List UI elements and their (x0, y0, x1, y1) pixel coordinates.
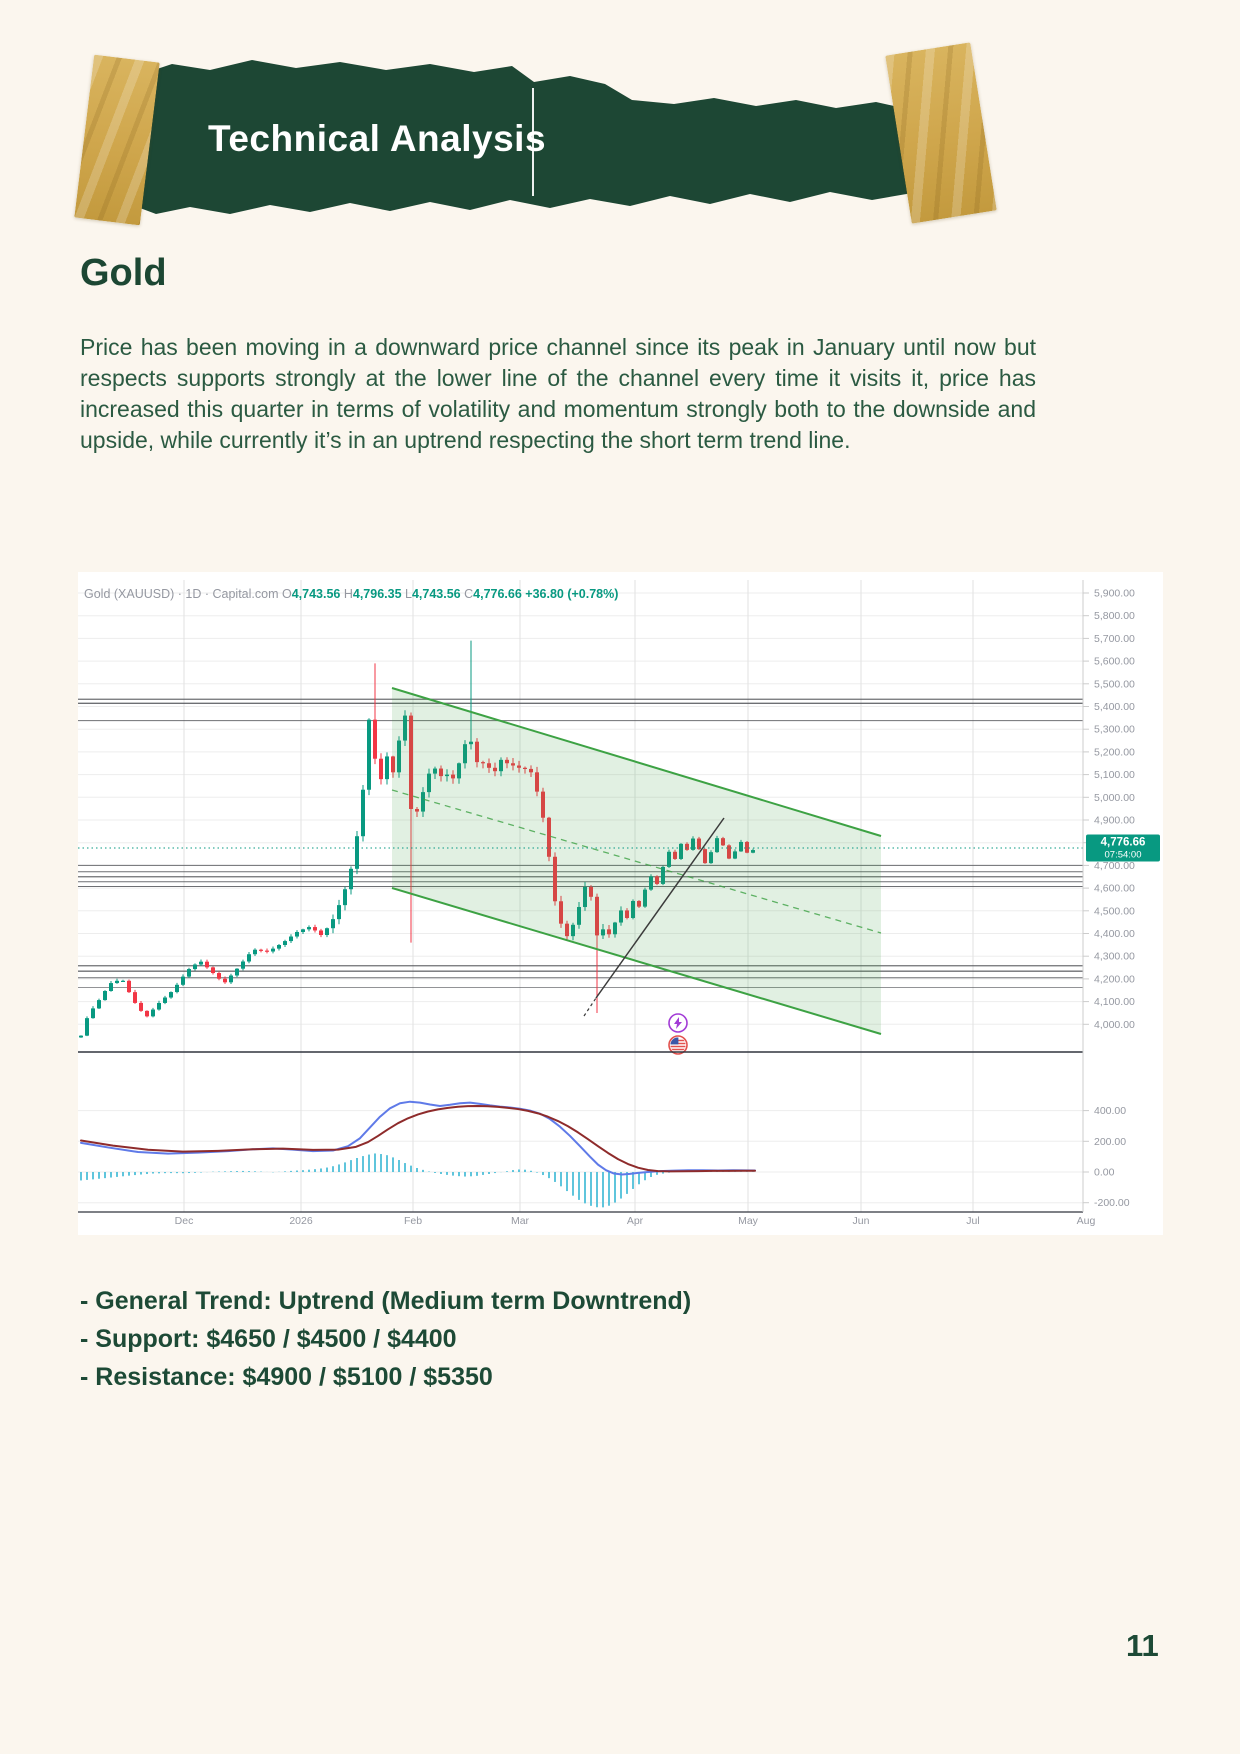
banner: Technical Analysis (60, 40, 1010, 245)
svg-text:Dec: Dec (175, 1215, 194, 1227)
pane-borders (78, 580, 1084, 1213)
macd-pane (80, 1100, 756, 1208)
svg-text:5,200.00: 5,200.00 (1094, 746, 1135, 758)
svg-text:Aug: Aug (1077, 1215, 1096, 1227)
svg-text:400.00: 400.00 (1094, 1105, 1126, 1117)
chart-background (78, 572, 1163, 1235)
event-icons (668, 1013, 688, 1055)
svg-text:5,400.00: 5,400.00 (1094, 701, 1135, 713)
flash-icon (668, 1013, 688, 1033)
svg-text:4,000.00: 4,000.00 (1094, 1019, 1135, 1031)
support-resistance-lines (78, 698, 1083, 988)
chart-legend: Gold (XAUUSD) · 1D · Capital.com O4,743.… (84, 587, 618, 601)
svg-text:200.00: 200.00 (1094, 1136, 1126, 1148)
svg-text:Feb: Feb (404, 1215, 422, 1227)
svg-text:4,500.00: 4,500.00 (1094, 905, 1135, 917)
list-item-trend: - General Trend: Uptrend (Medium term Do… (80, 1287, 692, 1315)
svg-text:5,900.00: 5,900.00 (1094, 588, 1135, 600)
banner-shape (140, 60, 920, 214)
key-levels-list: - General Trend: Uptrend (Medium term Do… (80, 1282, 691, 1396)
svg-text:4,400.00: 4,400.00 (1094, 928, 1135, 940)
trendline (583, 817, 725, 1017)
price-channel (391, 687, 882, 1035)
body-paragraph: Price has been moving in a downward pric… (80, 334, 1036, 453)
svg-text:-200.00: -200.00 (1094, 1197, 1130, 1209)
list-item-support: - Support: $4650 / $4500 / $4400 (80, 1325, 457, 1353)
price-chart-svg: 5,900.00 5,800.00 5,700.00 5,600.00 5,500.00… (78, 572, 1163, 1235)
svg-text:5,100.00: 5,100.00 (1094, 769, 1135, 781)
svg-text:4,900.00: 4,900.00 (1094, 815, 1135, 827)
us-flag-icon (668, 1035, 688, 1055)
svg-text:Jun: Jun (853, 1215, 870, 1227)
section-heading: Gold (80, 252, 167, 294)
svg-text:5,500.00: 5,500.00 (1094, 678, 1135, 690)
time-gridlines (183, 580, 974, 1212)
candles (79, 640, 755, 1038)
svg-text:4,200.00: 4,200.00 (1094, 973, 1135, 985)
banner-divider-line (532, 88, 534, 196)
page-number: 11 (1126, 1628, 1159, 1663)
svg-text:5,600.00: 5,600.00 (1094, 656, 1135, 668)
svg-text:Apr: Apr (627, 1215, 644, 1227)
svg-text:5,700.00: 5,700.00 (1094, 633, 1135, 645)
svg-text:4,100.00: 4,100.00 (1094, 996, 1135, 1008)
macd-signal-line (80, 1104, 756, 1173)
svg-text:5,300.00: 5,300.00 (1094, 724, 1135, 736)
svg-text:4,600.00: 4,600.00 (1094, 883, 1135, 895)
svg-text:2026: 2026 (289, 1215, 313, 1227)
banner-torn-paper (140, 60, 920, 214)
price-axis-labels: 5,900.00 5,800.00 5,700.00 5,600.00 5,500.00… (1083, 588, 1135, 1031)
svg-text:5,000.00: 5,000.00 (1094, 792, 1135, 804)
svg-text:5,800.00: 5,800.00 (1094, 610, 1135, 622)
list-item-resistance: - Resistance: $4900 / $5100 / $5350 (80, 1363, 493, 1391)
price-gridlines (78, 592, 1083, 1025)
svg-text:Jul: Jul (966, 1215, 979, 1227)
svg-text:4,700.00: 4,700.00 (1094, 860, 1135, 872)
svg-text:0.00: 0.00 (1094, 1167, 1115, 1179)
svg-text:07:54:00: 07:54:00 (1105, 849, 1142, 860)
indicator-axis: 400.00 200.00 0.00 -200.00 (78, 1105, 1130, 1209)
time-axis-labels: Dec 2026 Feb Mar Apr May Jun Jul Aug (175, 1215, 1096, 1227)
banner-title: Technical Analysis (208, 118, 547, 159)
svg-text:Mar: Mar (511, 1215, 530, 1227)
price-chart: 5,900.00 5,800.00 5,700.00 5,600.00 5,500.00… (78, 572, 1163, 1235)
svg-text:4,300.00: 4,300.00 (1094, 951, 1135, 963)
svg-text:4,776.66: 4,776.66 (1101, 836, 1146, 848)
svg-text:May: May (738, 1215, 759, 1227)
chart-legend-text: Gold (XAUUSD) · 1D · Capital.com O4,743.… (84, 587, 618, 601)
